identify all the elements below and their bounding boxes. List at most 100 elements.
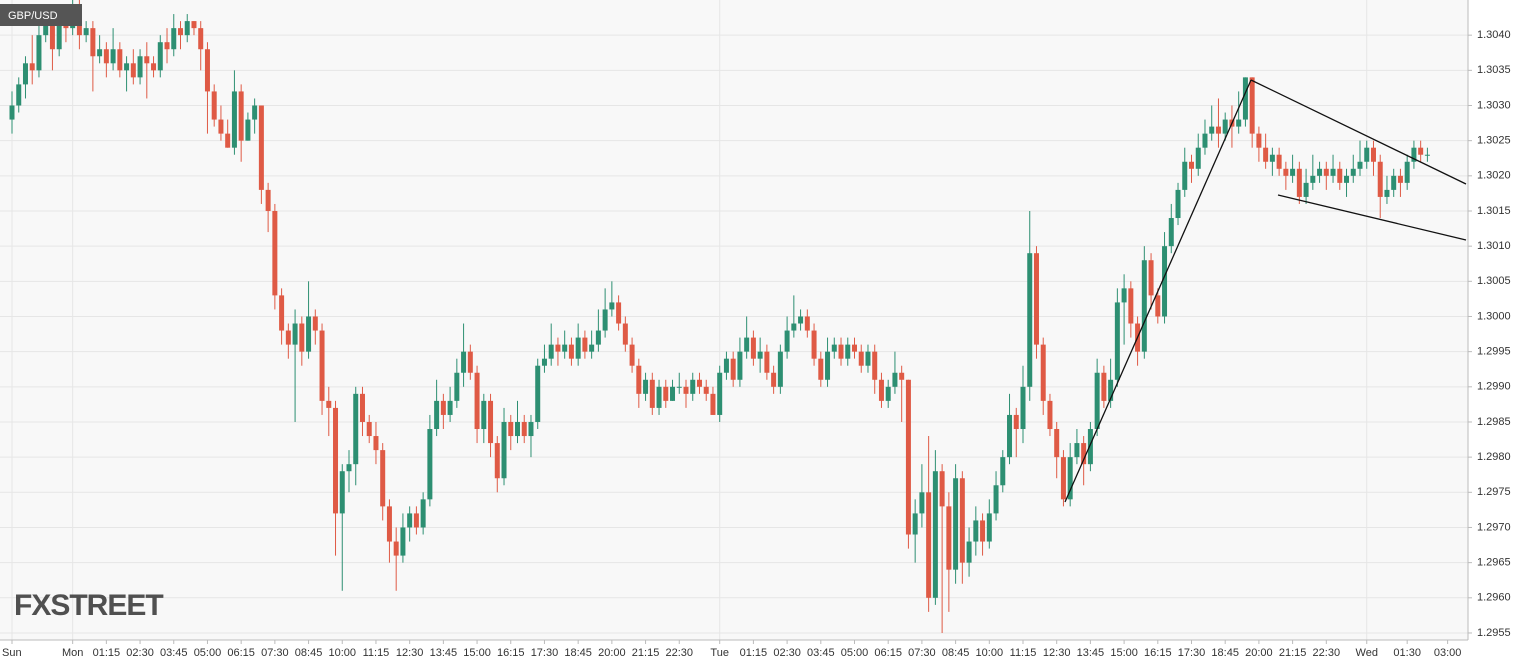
candle-body <box>1067 457 1073 500</box>
candle-body <box>501 421 507 479</box>
candle-body <box>966 541 972 563</box>
y-tick-label: 1.3030 <box>1477 99 1511 111</box>
x-tick-label: 10:00 <box>976 647 1004 659</box>
candle-body <box>643 379 649 394</box>
x-tick-label: 21:15 <box>1279 647 1307 659</box>
candle-body <box>393 541 399 556</box>
plot-background <box>0 0 1468 640</box>
candle-body <box>986 513 992 542</box>
chart-title: GBP/USD <box>8 10 58 22</box>
candle-body <box>1040 344 1046 401</box>
candle-body <box>1020 386 1026 430</box>
x-tick-label: Mon <box>62 647 83 659</box>
candle-body <box>811 330 817 359</box>
candle-body <box>103 49 109 64</box>
candle-body <box>339 471 345 514</box>
candle-body <box>211 91 217 120</box>
candle-body <box>1007 414 1013 458</box>
candle-body <box>892 372 898 387</box>
candle-body <box>629 344 635 366</box>
x-tick-label: Tue <box>710 647 729 659</box>
candle-body <box>218 119 224 134</box>
candle-body <box>420 499 426 528</box>
candle-body <box>905 379 911 535</box>
candle-body <box>1256 133 1262 148</box>
candle-body <box>1094 372 1100 430</box>
x-tick-label: 08:45 <box>295 647 323 659</box>
candle-body <box>845 344 851 359</box>
candle-body <box>171 28 177 50</box>
watermark: FXSTREET <box>14 589 163 622</box>
candle-body <box>97 49 103 57</box>
candle-body <box>1074 443 1080 458</box>
candle-body <box>1323 168 1329 176</box>
y-tick-label: 1.3020 <box>1477 170 1511 182</box>
candle-body <box>535 365 541 422</box>
candle-body <box>157 42 163 71</box>
candle-body <box>36 35 42 71</box>
candle-body <box>528 421 534 437</box>
candle-body <box>1411 147 1417 162</box>
candle-body <box>690 379 696 394</box>
candle-body <box>798 316 804 324</box>
x-tick-label: 01:15 <box>93 647 121 659</box>
candle-body <box>265 189 271 211</box>
candle-body <box>1397 175 1403 183</box>
candle-body <box>83 28 89 36</box>
candle-body <box>1418 147 1424 155</box>
y-tick-label: 1.3000 <box>1477 310 1511 322</box>
candle-body <box>279 295 285 331</box>
candle-body <box>541 358 547 366</box>
candle-body <box>1364 147 1370 162</box>
candle-body <box>427 429 433 500</box>
y-tick-label: 1.2995 <box>1477 346 1511 358</box>
x-tick-label: 10:00 <box>328 647 356 659</box>
candle-body <box>1236 119 1242 127</box>
candle-body <box>90 28 96 57</box>
candle-body <box>16 84 22 106</box>
x-tick-label: Sun <box>2 647 22 659</box>
candle-body <box>582 337 588 352</box>
trend-line <box>1064 79 1252 503</box>
trend-line <box>1250 79 1467 185</box>
candle-body <box>771 372 777 387</box>
candle-body <box>434 400 440 430</box>
candle-body <box>676 386 682 388</box>
candle-body <box>622 323 628 345</box>
x-tick-label: 16:15 <box>497 647 525 659</box>
x-tick-label: 01:30 <box>1393 647 1421 659</box>
candle-body <box>198 28 204 50</box>
candle-body <box>548 344 554 359</box>
candle-body <box>292 323 298 345</box>
x-tick-label: 16:15 <box>1144 647 1172 659</box>
candle-body <box>575 337 581 359</box>
candle-body <box>178 28 183 36</box>
candle-body <box>151 63 157 71</box>
candle-body <box>43 21 49 36</box>
candle-body <box>494 443 500 479</box>
candle-body <box>521 421 527 437</box>
candle-body <box>110 49 116 64</box>
candle-body <box>784 330 790 352</box>
title-box <box>0 4 82 26</box>
x-tick-label: 03:45 <box>807 647 835 659</box>
candle-body <box>703 386 709 394</box>
candle-body <box>636 365 642 394</box>
x-tick-label: 08:45 <box>942 647 970 659</box>
x-tick-label: 13:45 <box>1077 647 1105 659</box>
candle-body <box>1101 372 1107 401</box>
candle-body <box>919 492 925 514</box>
candle-body <box>1087 429 1093 465</box>
y-tick-label: 1.2960 <box>1477 592 1511 604</box>
x-tick-label: 22:30 <box>665 647 693 659</box>
candle-body <box>454 372 460 401</box>
x-tick-label: 06:15 <box>874 647 902 659</box>
candle-body <box>953 478 959 570</box>
candle-body <box>373 436 379 451</box>
y-tick-label: 1.2980 <box>1477 451 1511 463</box>
candle-body <box>1155 295 1161 317</box>
candle-body <box>1141 260 1147 352</box>
candle-body <box>413 513 419 528</box>
candle-body <box>791 323 797 331</box>
